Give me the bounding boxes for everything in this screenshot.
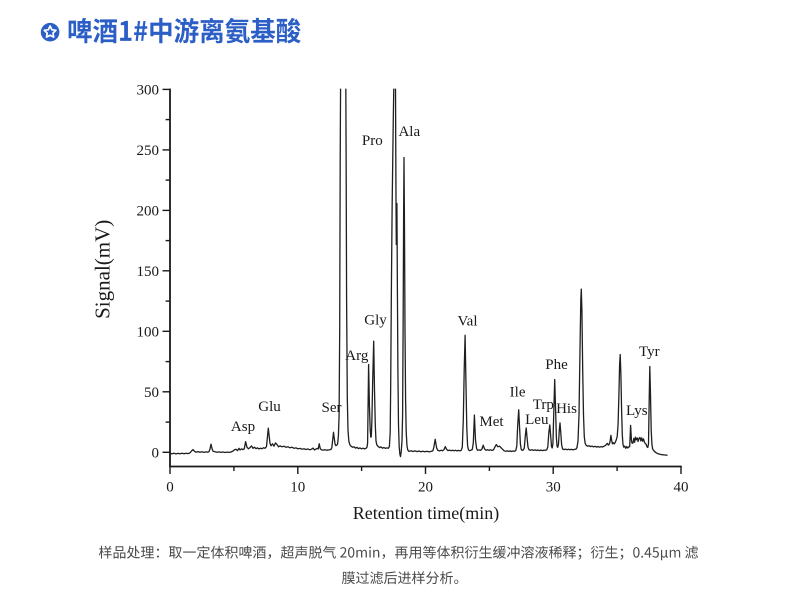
svg-text:His: His	[556, 401, 577, 417]
svg-text:0: 0	[152, 446, 160, 462]
svg-text:Ser: Ser	[322, 400, 342, 416]
svg-text:150: 150	[137, 264, 160, 280]
svg-text:Val: Val	[458, 314, 478, 330]
svg-text:30: 30	[546, 480, 561, 496]
svg-text:100: 100	[137, 325, 160, 341]
svg-text:Arg: Arg	[345, 348, 369, 364]
svg-text:200: 200	[137, 204, 160, 220]
svg-text:Ile: Ile	[510, 385, 526, 401]
svg-text:10: 10	[290, 480, 305, 496]
svg-text:Met: Met	[479, 414, 504, 430]
svg-text:0: 0	[166, 480, 174, 496]
svg-text:Gly: Gly	[364, 313, 387, 329]
svg-text:Retention time(min): Retention time(min)	[353, 503, 499, 524]
svg-text:Tyr: Tyr	[639, 344, 660, 360]
svg-text:250: 250	[137, 143, 160, 159]
svg-text:Signal(mV): Signal(mV)	[91, 220, 115, 319]
svg-text:Leu: Leu	[525, 412, 549, 428]
svg-text:Trp: Trp	[533, 397, 554, 413]
svg-text:Pro: Pro	[362, 133, 383, 149]
svg-text:Asp: Asp	[231, 419, 255, 435]
svg-text:Ala: Ala	[398, 124, 420, 140]
svg-text:300: 300	[137, 83, 160, 99]
svg-text:20: 20	[418, 480, 433, 496]
svg-text:Glu: Glu	[258, 399, 281, 415]
svg-text:Lys: Lys	[626, 403, 648, 419]
svg-text:50: 50	[144, 385, 159, 401]
svg-text:Phe: Phe	[545, 357, 568, 373]
svg-text:40: 40	[674, 480, 689, 496]
